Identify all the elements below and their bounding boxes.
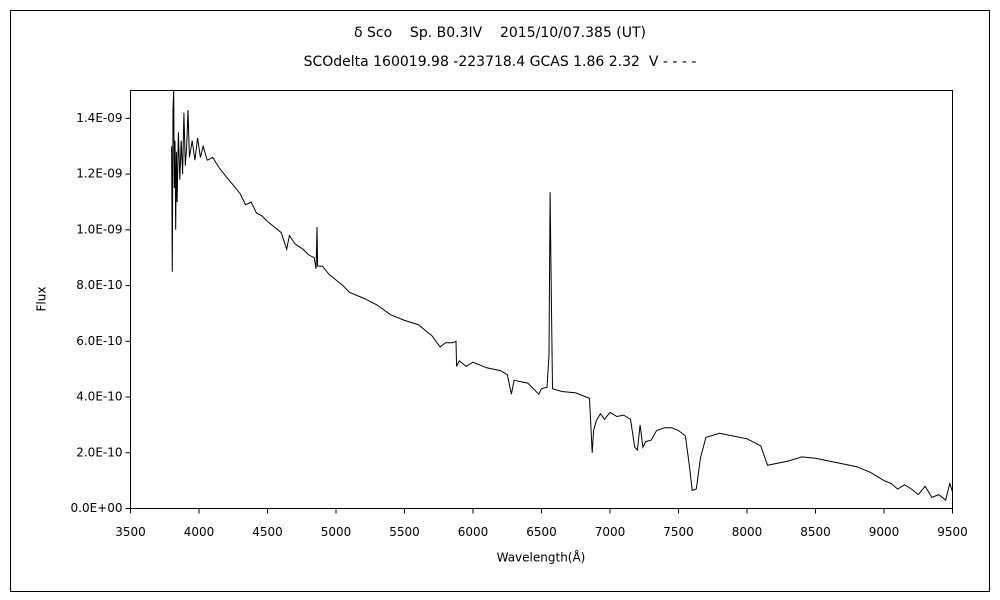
y-tick-label: 0.0E+00 <box>71 501 123 515</box>
x-tick-label: 9000 <box>869 525 900 539</box>
x-tick-label: 6500 <box>526 525 557 539</box>
y-tick-label: 1.2E-09 <box>76 167 122 181</box>
y-tick-label: 6.0E-10 <box>76 334 122 348</box>
x-tick-label: 3500 <box>115 525 146 539</box>
chart-subtitle: SCOdelta 160019.98 -223718.4 GCAS 1.86 2… <box>304 54 697 70</box>
x-axis-label: Wavelength(Å) <box>497 550 586 565</box>
x-tick-label: 4500 <box>252 525 283 539</box>
x-tick-label: 5000 <box>321 525 352 539</box>
chart-border <box>10 10 990 592</box>
y-tick-label: 2.0E-10 <box>76 445 122 459</box>
y-axis-label: Flux <box>35 287 49 312</box>
y-tick-label: 4.0E-10 <box>76 390 122 404</box>
x-tick-label: 6000 <box>458 525 489 539</box>
x-tick-label: 7000 <box>595 525 626 539</box>
y-tick-label: 1.4E-09 <box>76 111 122 125</box>
x-tick-label: 8000 <box>732 525 763 539</box>
x-tick-label: 5500 <box>389 525 420 539</box>
spectrum-line <box>171 90 953 501</box>
chart-title: δ Sco Sp. B0.3IV 2015/10/07.385 (UT) <box>354 25 646 41</box>
x-tick-label: 9500 <box>937 525 968 539</box>
y-tick-label: 1.0E-09 <box>76 222 122 236</box>
x-tick-label: 4000 <box>184 525 215 539</box>
x-tick-label: 8500 <box>800 525 831 539</box>
y-tick-label: 8.0E-10 <box>76 278 122 292</box>
x-tick-label: 7500 <box>663 525 694 539</box>
